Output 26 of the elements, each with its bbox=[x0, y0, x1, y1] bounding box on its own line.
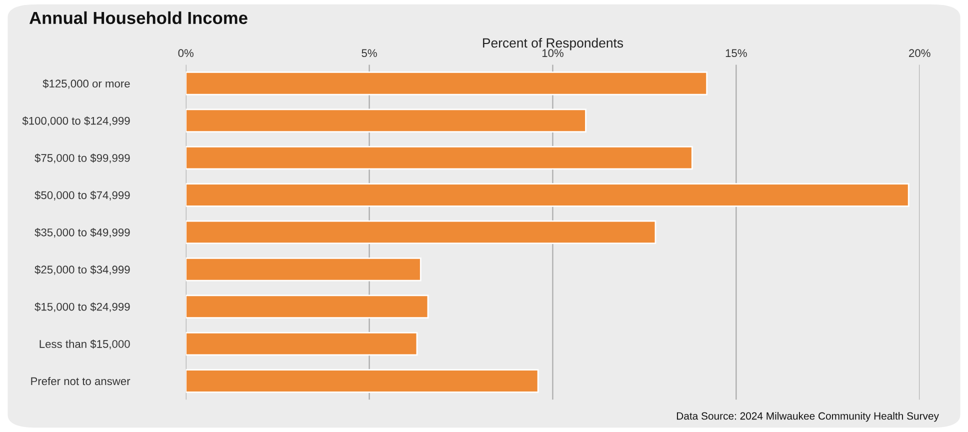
bar bbox=[186, 146, 693, 170]
bar bbox=[186, 258, 422, 282]
y-tick-label: Prefer not to answer bbox=[31, 376, 130, 386]
source-note: Data Source: 2024 Milwaukee Community Health Survey bbox=[676, 412, 939, 422]
x-tick-label: 0% bbox=[178, 49, 194, 58]
bar bbox=[186, 183, 910, 207]
x-axis-title: Percent of Respondents bbox=[483, 38, 624, 50]
bar bbox=[186, 220, 656, 244]
bar bbox=[186, 108, 586, 132]
y-tick-label: $25,000 to $34,999 bbox=[34, 265, 130, 275]
bar bbox=[186, 369, 539, 393]
bar bbox=[186, 72, 708, 96]
y-tick-label: $100,000 to $124,999 bbox=[22, 116, 130, 126]
x-tick-label: 5% bbox=[362, 49, 377, 58]
y-tick-label: $50,000 to $74,999 bbox=[34, 190, 130, 200]
x-tick-label: 20% bbox=[909, 49, 930, 58]
chart-title: Annual Household Income bbox=[29, 11, 248, 24]
y-tick-label: $125,000 or more bbox=[42, 79, 130, 89]
y-tick-label: Less than $15,000 bbox=[40, 340, 130, 350]
y-tick-label: $75,000 to $99,999 bbox=[34, 154, 130, 164]
x-tick-label: 15% bbox=[726, 49, 747, 58]
x-tick-label: 10% bbox=[542, 49, 564, 58]
y-tick-label: $35,000 to $49,999 bbox=[34, 228, 130, 238]
bar bbox=[186, 332, 418, 356]
y-tick-label: $15,000 to $24,999 bbox=[34, 302, 130, 312]
bar bbox=[186, 294, 429, 318]
